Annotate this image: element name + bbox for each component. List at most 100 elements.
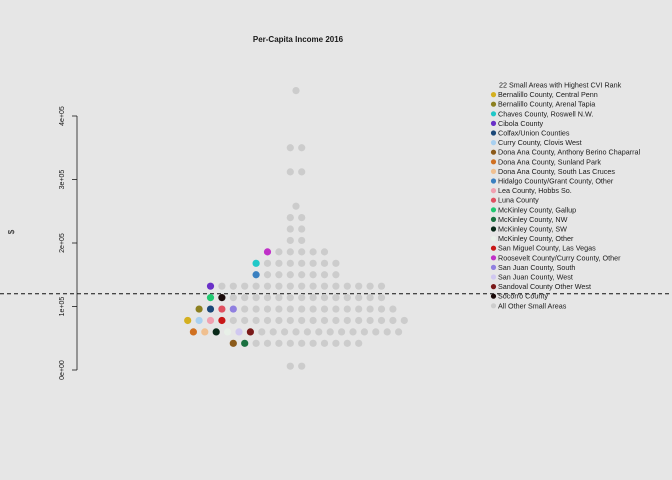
legend-swatch-11 bbox=[490, 197, 497, 203]
other-point-87 bbox=[320, 271, 329, 279]
other-point-19 bbox=[360, 328, 368, 336]
legend-swatch-22 bbox=[490, 303, 497, 309]
legend-swatch-2 bbox=[490, 111, 497, 117]
other-point-11 bbox=[269, 328, 277, 336]
legend-label-17: Roosevelt County/Curry County, Other bbox=[498, 253, 621, 262]
highlight-point-12 bbox=[195, 305, 203, 313]
legend: 22 Small Areas with Highest CVI RankBern… bbox=[490, 81, 641, 310]
other-point-26 bbox=[263, 316, 272, 325]
legend-label-16: San Miguel County, Las Vegas bbox=[498, 244, 596, 253]
legend-swatch-19 bbox=[490, 274, 497, 280]
other-point-92 bbox=[298, 259, 306, 267]
highlighted-area-dots bbox=[184, 248, 272, 347]
other-point-16 bbox=[326, 328, 334, 336]
other-point-40 bbox=[252, 305, 260, 313]
other-point-81 bbox=[377, 282, 386, 290]
legend-swatch-13 bbox=[490, 216, 497, 222]
other-point-25 bbox=[252, 316, 260, 325]
other-point-14 bbox=[303, 328, 311, 336]
other-point-73 bbox=[286, 282, 294, 290]
legend-label-22: All Other Small Areas bbox=[498, 301, 567, 310]
other-point-49 bbox=[355, 305, 363, 313]
other-point-96 bbox=[275, 248, 283, 256]
other-point-6 bbox=[320, 339, 329, 347]
other-point-8 bbox=[343, 339, 351, 347]
y-tick-label-2: 2e+05 bbox=[59, 233, 66, 253]
legend-label-15: McKinley County, Other bbox=[498, 234, 574, 243]
other-point-33 bbox=[343, 316, 351, 325]
other-point-91 bbox=[286, 259, 294, 267]
other-point-93 bbox=[309, 259, 317, 267]
other-point-59 bbox=[298, 294, 306, 302]
other-point-9 bbox=[355, 339, 363, 347]
other-point-46 bbox=[320, 305, 329, 313]
other-point-75 bbox=[309, 282, 317, 290]
other-point-79 bbox=[355, 282, 363, 290]
other-point-24 bbox=[241, 316, 249, 325]
highlight-point-0 bbox=[229, 339, 237, 347]
other-point-48 bbox=[343, 305, 351, 313]
other-point-111 bbox=[298, 168, 306, 176]
other-point-10 bbox=[258, 328, 266, 336]
other-point-1 bbox=[263, 339, 272, 347]
other-point-47 bbox=[332, 305, 340, 313]
legend-label-9: Hidalgo County/Grant County, Other bbox=[498, 177, 614, 186]
legend-label-5: Curry County, Clovis West bbox=[498, 138, 582, 147]
other-point-106 bbox=[298, 225, 306, 233]
legend-swatch-21 bbox=[490, 293, 497, 299]
other-point-42 bbox=[275, 305, 283, 313]
other-point-90 bbox=[275, 259, 283, 267]
other-point-97 bbox=[286, 248, 294, 256]
other-point-55 bbox=[252, 294, 260, 302]
legend-swatch-7 bbox=[490, 159, 497, 165]
legend-label-1: Bernalillo County, Arenal Tapia bbox=[498, 100, 595, 109]
other-point-41 bbox=[263, 305, 272, 313]
other-point-4 bbox=[298, 339, 306, 347]
other-point-76 bbox=[320, 282, 329, 290]
highlight-point-9 bbox=[195, 316, 203, 325]
other-point-89 bbox=[263, 259, 272, 267]
other-point-37 bbox=[389, 316, 397, 325]
legend-swatch-18 bbox=[490, 264, 497, 270]
other-point-74 bbox=[298, 282, 306, 290]
legend-label-10: Lea County, Hobbs So. bbox=[498, 186, 572, 195]
other-point-57 bbox=[275, 294, 283, 302]
other-point-29 bbox=[298, 316, 306, 325]
other-point-36 bbox=[377, 316, 386, 325]
legend-swatch-5 bbox=[490, 140, 497, 146]
other-point-61 bbox=[320, 294, 329, 302]
other-point-113 bbox=[298, 144, 306, 152]
highlight-point-14 bbox=[218, 305, 226, 313]
other-point-32 bbox=[332, 316, 340, 325]
other-point-68 bbox=[229, 282, 237, 290]
other-point-3 bbox=[286, 339, 294, 347]
other-point-13 bbox=[292, 328, 300, 336]
highlight-point-16 bbox=[206, 294, 215, 302]
chart-title: Per-Capita Income 2016 bbox=[253, 35, 344, 44]
other-point-105 bbox=[286, 225, 294, 233]
other-point-62 bbox=[332, 294, 340, 302]
legend-swatch-15 bbox=[490, 236, 497, 242]
legend-label-4: Colfax/Union Counties bbox=[498, 129, 570, 138]
other-small-areas-dots bbox=[218, 87, 408, 370]
other-point-77 bbox=[332, 282, 340, 290]
other-point-67 bbox=[218, 282, 226, 290]
other-point-86 bbox=[309, 271, 317, 279]
other-point-27 bbox=[275, 316, 283, 325]
y-tick-label-1: 1e+05 bbox=[59, 297, 66, 317]
highlight-point-15 bbox=[229, 305, 237, 313]
legend-label-2: Chaves County, Roswell N.W. bbox=[498, 109, 593, 118]
other-point-84 bbox=[286, 271, 294, 279]
legend-label-8: Dona Ana County, South Las Cruces bbox=[498, 167, 615, 176]
y-tick-label-0: 0e+00 bbox=[59, 360, 66, 380]
other-point-23 bbox=[229, 316, 237, 325]
legend-swatch-9 bbox=[490, 178, 497, 184]
legend-label-12: McKinley County, Gallup bbox=[498, 205, 576, 214]
legend-label-11: Luna County bbox=[498, 196, 539, 205]
other-point-21 bbox=[383, 328, 391, 336]
other-point-53 bbox=[229, 294, 237, 302]
other-point-102 bbox=[298, 362, 306, 370]
y-axis-label: $ bbox=[7, 229, 16, 234]
highlight-point-8 bbox=[184, 316, 192, 325]
other-point-104 bbox=[298, 236, 306, 245]
